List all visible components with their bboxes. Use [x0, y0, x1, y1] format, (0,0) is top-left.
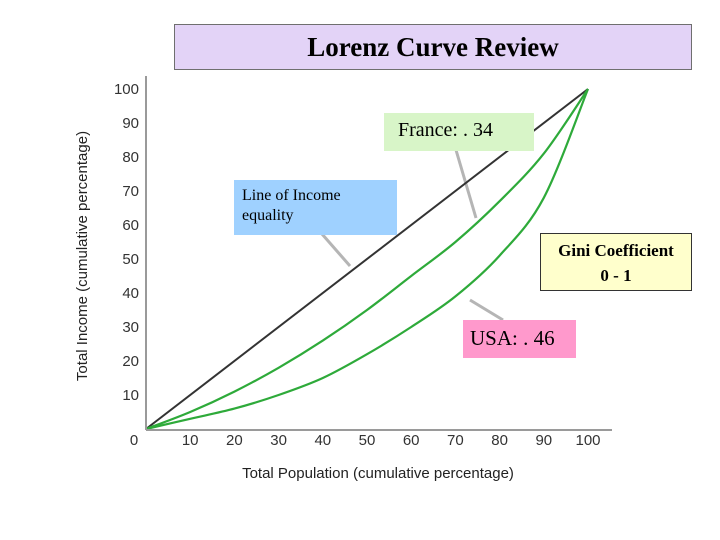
usa-callout-pointer: [469, 298, 504, 322]
x-tick-label: 50: [359, 432, 376, 449]
y-tick-label: 50: [122, 251, 139, 268]
equality-callout-pointer: [320, 233, 352, 267]
equality-callout: Line of Income equality: [234, 180, 397, 235]
x-tick-label: 40: [314, 432, 331, 449]
equality-callout-line-1: Line of Income: [242, 187, 341, 204]
france-curve: [145, 88, 589, 431]
equality-callout-line-2: equality: [242, 207, 294, 224]
ticks-layer: 0 10 20 30 40 50 60 70 80 90 100 10 20 30 40 50 60 70 80 90…: [114, 81, 601, 449]
x-tick-label: 0: [130, 432, 138, 449]
x-tick-label: 30: [270, 432, 287, 449]
y-tick-label: 30: [122, 319, 139, 336]
gini-callout: Gini Coefficient 0 - 1: [540, 233, 692, 291]
axes-layer: [145, 76, 612, 431]
x-tick-label: 70: [447, 432, 464, 449]
y-tick-label: 40: [122, 285, 139, 302]
y-tick-label: 80: [122, 149, 139, 166]
y-tick-label: 20: [122, 353, 139, 370]
usa-curve: [145, 88, 590, 431]
x-tick-label: 60: [403, 432, 420, 449]
x-tick-label: 90: [535, 432, 552, 449]
y-axis-label: Total Income (cumulative percentage): [74, 131, 91, 381]
usa-callout: USA: . 46: [463, 320, 576, 358]
y-tick-label: 100: [114, 81, 139, 98]
x-tick-label: 100: [575, 432, 600, 449]
y-tick-label: 60: [122, 217, 139, 234]
y-tick-label: 70: [122, 183, 139, 200]
x-tick-label: 10: [182, 432, 199, 449]
gini-callout-line-1: Gini Coefficient: [558, 241, 674, 260]
x-axis-label: Total Population (cumulative percentage): [242, 465, 514, 482]
x-tick-label: 80: [491, 432, 508, 449]
france-callout: France: . 34: [384, 113, 534, 151]
x-tick-label: 20: [226, 432, 243, 449]
gini-callout-line-2: 0 - 1: [600, 266, 632, 285]
y-tick-label: 90: [122, 115, 139, 132]
france-callout-text: France: . 34: [398, 119, 493, 141]
page-title: Lorenz Curve Review: [307, 31, 559, 62]
y-tick-label: 10: [122, 387, 139, 404]
title-box: Lorenz Curve Review: [174, 24, 692, 70]
usa-callout-text: USA: . 46: [470, 326, 555, 350]
